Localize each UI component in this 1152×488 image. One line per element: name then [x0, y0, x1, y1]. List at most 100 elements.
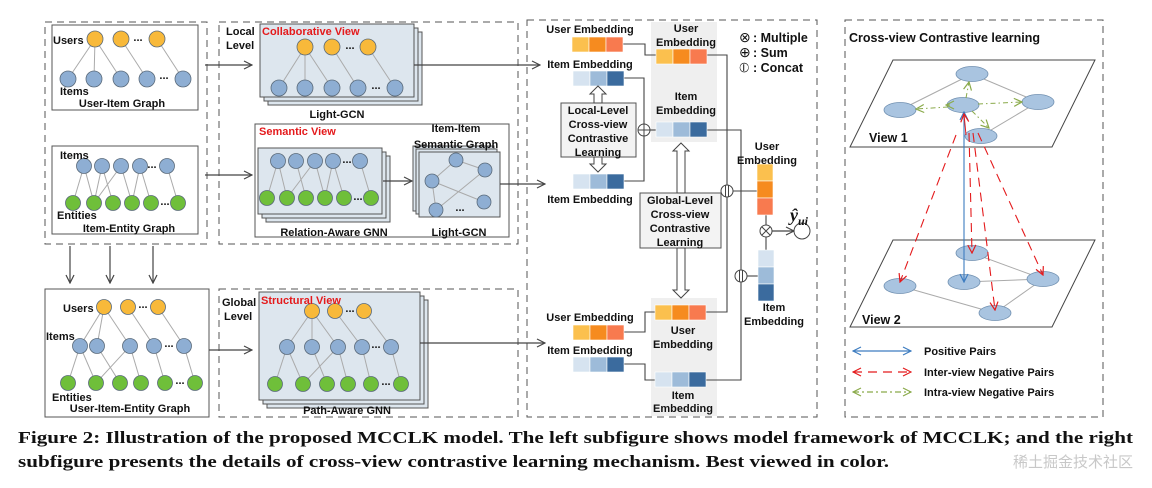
ellipsis: ...: [381, 376, 390, 388]
item-node: [477, 162, 493, 178]
user-embedding-cell: [654, 304, 673, 321]
prediction-label: ŷui: [788, 205, 809, 228]
entity-node: [60, 375, 76, 391]
view1-node: [964, 128, 998, 144]
entity-node: [105, 195, 121, 211]
item-embedding-cell: [589, 173, 608, 190]
local-level-frame: [218, 21, 519, 245]
collaborative-view-stack: [259, 23, 423, 106]
legend-sum: : Sum: [753, 46, 788, 60]
graph-nodes-layer: [59, 30, 493, 392]
item-node: [330, 339, 346, 355]
item-node: [270, 153, 286, 169]
entity-node: [340, 376, 356, 392]
user-node: [112, 30, 130, 48]
user-item-entity-graph-title: User-Item-Entity Graph: [70, 403, 191, 415]
user-label: User: [671, 325, 696, 337]
user-embedding-label: User Embedding: [546, 24, 633, 36]
user-node: [148, 30, 166, 48]
item-node: [354, 339, 370, 355]
ellipsis: ...: [138, 299, 147, 311]
item-node: [138, 70, 156, 88]
level-label: Level: [226, 40, 254, 52]
concat-bars: [739, 270, 743, 282]
semantic-graph-label: Semantic Graph: [414, 139, 499, 151]
semantic-view-label: Semantic View: [259, 126, 336, 138]
item-embedding-cell: [757, 266, 775, 285]
sum-cross: [638, 124, 650, 136]
operator-legend: ⊗ : Multiple ⊕ : Sum ⦶ : Concat: [738, 29, 808, 75]
legend-concat: : Concat: [753, 61, 804, 75]
hollow-arrows-layer: [588, 85, 691, 299]
user-embedding-cell: [571, 36, 590, 53]
entities-label: Entities: [57, 210, 97, 222]
user-node: [120, 299, 136, 315]
intra-view-label: Intra-view Negative Pairs: [924, 387, 1054, 399]
items-label: Items: [46, 331, 75, 343]
global-cl-line: Learning: [657, 237, 703, 249]
view-graphs-layer: [883, 66, 1060, 321]
item-node: [279, 339, 295, 355]
user-node: [86, 30, 104, 48]
ellipsis: ...: [175, 375, 184, 387]
item-embedding-cell: [757, 283, 775, 302]
concat-icon: ⦶: [738, 59, 749, 75]
entity-node: [317, 190, 333, 206]
entity-node: [187, 375, 203, 391]
global-cl-line: Cross-view: [651, 209, 710, 221]
entity-node: [363, 190, 379, 206]
entity-node: [267, 376, 283, 392]
item-node: [72, 338, 88, 354]
item-embedding-cell: [757, 249, 775, 268]
user-label: User: [674, 23, 699, 35]
inter-view-negative-arrow: [969, 132, 972, 253]
item-node: [76, 158, 92, 174]
item-node: [288, 153, 304, 169]
user-embedding-cell: [589, 324, 608, 341]
item-node: [113, 158, 129, 174]
embedding-bars-layer: [571, 36, 775, 388]
item-node: [122, 338, 138, 354]
embedding-label: Embedding: [656, 37, 716, 49]
multiply-cross: [761, 226, 771, 236]
entity-node: [298, 190, 314, 206]
entity-node: [279, 190, 295, 206]
global-level-cl-box: [639, 192, 722, 249]
user-node: [356, 303, 372, 319]
view2-label: View 2: [862, 313, 901, 327]
inter-view-negative-arrow: [964, 114, 966, 136]
inter-view-label: Inter-view Negative Pairs: [924, 367, 1054, 379]
item-node: [386, 79, 404, 97]
sum-icon: ⊕: [739, 44, 751, 60]
entity-node: [295, 376, 311, 392]
ellipsis: ...: [164, 338, 173, 350]
item-label: Item: [763, 302, 786, 314]
user-node: [304, 303, 320, 319]
local-label: Local: [226, 26, 255, 38]
item-label: Item: [675, 91, 698, 103]
item-embedding-cell: [606, 70, 625, 87]
y-hat: ŷ: [788, 205, 799, 225]
item-embedding-cell: [606, 356, 625, 373]
item-embedding-cell: [688, 371, 707, 388]
ellipsis: ...: [159, 70, 168, 82]
caption-line-1: Figure 2: Illustration of the proposed M…: [18, 428, 1133, 447]
user-embedding-cell: [606, 324, 625, 341]
user-node: [359, 38, 377, 56]
cross-view-frame: [844, 19, 1104, 418]
ellipsis: ...: [345, 303, 354, 315]
item-node: [349, 79, 367, 97]
local-cl-line: Learning: [575, 147, 621, 159]
view2-node: [978, 305, 1012, 321]
items-label: Items: [60, 86, 89, 98]
item-node: [304, 339, 320, 355]
global-level-frame: [218, 288, 519, 418]
user-embedding-cell: [655, 48, 674, 65]
global-cl-line: Contrastive: [650, 223, 711, 235]
caption-line-2: subfigure presents the details of cross-…: [18, 452, 889, 471]
light-gcn-label-2: Light-GCN: [432, 227, 487, 239]
view1-node: [955, 66, 989, 82]
ellipsis: ...: [342, 154, 351, 166]
view1-node: [883, 102, 917, 118]
ellipsis: ...: [133, 32, 142, 44]
